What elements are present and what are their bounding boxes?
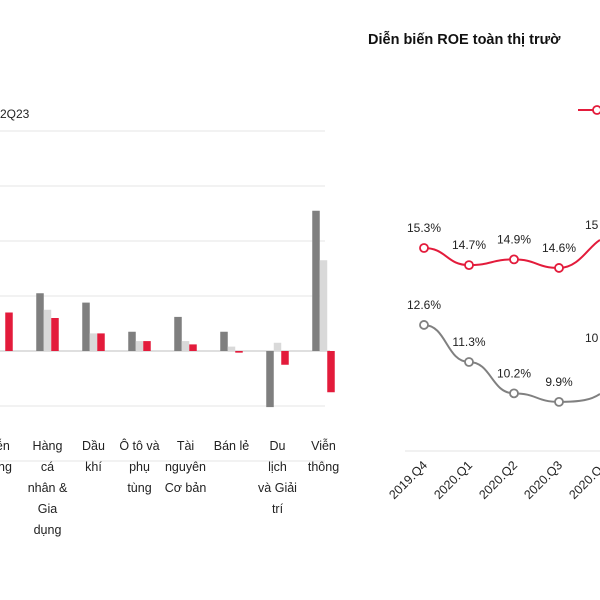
line-chart: Diễn biến ROE toàn thị trườ 15.3% 14.7% 14… (368, 31, 600, 502)
bar (235, 351, 243, 353)
line-series: 15.3% 14.7% 14.9% 14.6% 15 12.6% 11.3% 10.2% 9.9… (407, 218, 600, 407)
bar-category-label: phụ (129, 460, 150, 474)
bar-category-label: ông (0, 460, 12, 474)
roe-data-label: 10 (585, 331, 599, 345)
bar (266, 351, 274, 408)
line-x-tick-label: 2020.Q4 (566, 458, 600, 502)
roe-point (464, 260, 474, 271)
bar (189, 344, 197, 351)
bar (281, 351, 289, 365)
bar-category-label: tùng (127, 481, 151, 495)
bar-category-label: Ô tô và (119, 438, 159, 453)
roe-data-label: 14.6% (542, 241, 576, 255)
bar (5, 312, 13, 351)
line-x-tick-label: 2020.Q2 (476, 458, 520, 502)
bar-category-label: Viễn (311, 438, 336, 453)
bar-category-label: Tài (177, 439, 194, 453)
bar-category-label: iễn (0, 438, 10, 453)
bar-category-label: Dầu (82, 439, 105, 453)
roe-data-label: 15.3% (407, 221, 441, 235)
bar-category-labels: iễn ông Hàng cá nhân & Gia dụng Dầu khí Ô tô và ph… (0, 438, 339, 537)
line-chart-title: Diễn biến ROE toàn thị trườ (368, 31, 561, 48)
bar-legend-fragment: 2Q23 (0, 107, 30, 121)
bar (227, 346, 236, 351)
bar-category-label: và Giải (258, 481, 297, 495)
bar (143, 341, 151, 351)
roe-point (509, 388, 519, 399)
bar-category-label: lịch (268, 460, 287, 474)
bar-category-label: Cơ bản (165, 481, 207, 495)
bar-category-label: trí (272, 502, 284, 516)
bar (273, 342, 282, 351)
roe-data-label: 14.7% (452, 238, 486, 252)
bar-chart: 2Q23 iễn ông Hàng cá nhân & Gia dụng Dầu khí Ô tô… (0, 107, 339, 537)
bar-category-label: Bán lẻ (214, 439, 249, 453)
bar (43, 309, 52, 351)
bar-category-label: khí (85, 460, 102, 474)
bar (128, 331, 136, 351)
line-x-tick-label: 2020.Q1 (431, 458, 475, 502)
bar-category-label: Du (270, 439, 286, 453)
roe-point (419, 320, 429, 330)
bar (319, 260, 328, 351)
roe-point (554, 263, 564, 273)
bar (36, 293, 44, 351)
line-x-tick-label: 2019.Q4 (386, 458, 430, 502)
bar-category-label: thông (308, 460, 339, 474)
legend-red-marker (592, 105, 600, 115)
roe-point (509, 254, 519, 265)
line-x-tick-label: 2020.Q3 (521, 458, 565, 502)
roe-data-label: 10.2% (497, 366, 531, 380)
bar (220, 331, 228, 351)
bar (327, 351, 335, 393)
bar-category-label: cá (41, 460, 54, 474)
bar (181, 341, 190, 351)
roe-data-label: 11.3% (452, 335, 485, 349)
roe-data-label: 12.6% (407, 298, 441, 312)
bar (97, 333, 105, 351)
roe-point (464, 357, 474, 367)
roe-data-label: 14.9% (497, 232, 531, 246)
line-x-tick-labels: 2019.Q4 2020.Q1 2020.Q2 2020.Q3 2020.Q4 (386, 458, 600, 502)
bar-marks (5, 210, 335, 408)
bar-category-label: Hàng (33, 439, 63, 453)
bar-category-label: Gia (38, 502, 58, 516)
bar-category-label: nguyên (165, 460, 206, 474)
bar (82, 302, 90, 351)
roe-data-label: 15 (585, 218, 599, 232)
bar-category-label: nhân & (28, 481, 68, 495)
bar (89, 333, 98, 351)
bar (135, 341, 144, 351)
bar (312, 210, 320, 351)
roe-point (554, 396, 564, 407)
bar (51, 318, 59, 351)
roe-point (419, 243, 429, 253)
bar-category-label: dụng (34, 523, 62, 537)
bar (174, 316, 182, 351)
roe-data-label: 9.9% (545, 375, 573, 389)
bar-gridlines (0, 130, 330, 462)
